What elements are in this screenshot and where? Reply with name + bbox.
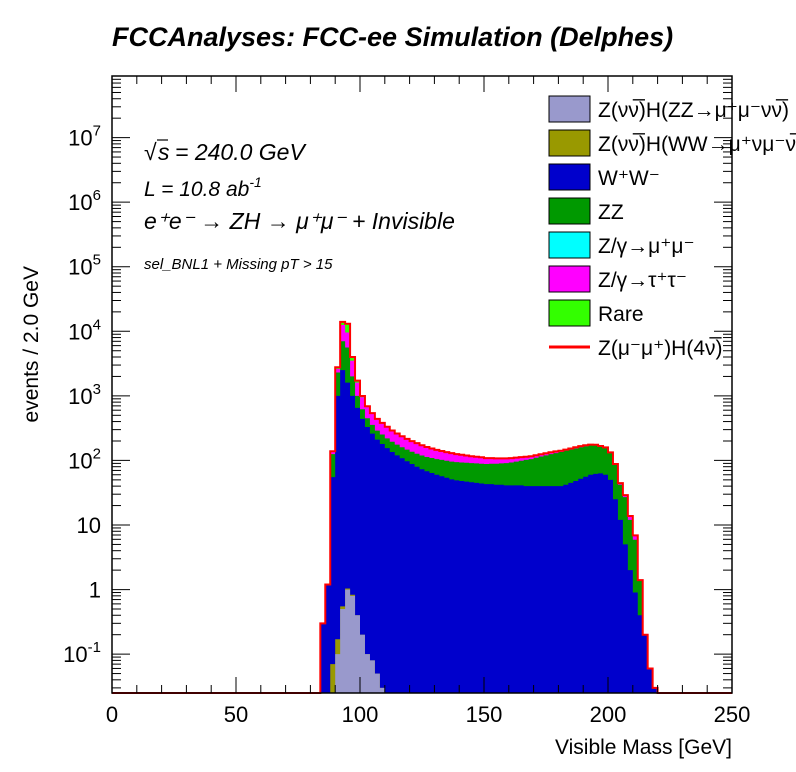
x-tick-label: 100 <box>342 702 379 727</box>
y-tick-label: 106 <box>68 187 101 215</box>
lumi-text: L = 10.8 ab-1 <box>144 174 262 201</box>
legend-label: ZZ <box>598 201 624 224</box>
legend-label: W⁺W⁻ <box>598 167 660 190</box>
legend-label: Z(μ⁻μ⁺)H(4ν̅) <box>598 337 723 360</box>
legend: Z(νν̅)H(ZZ→μ⁺μ⁻νν̅) Z(νν̅)H(WW→μ⁺νμ⁻ν̅) W⁺… <box>548 95 796 360</box>
legend-swatch <box>548 129 591 157</box>
stacked-histograms <box>320 321 688 693</box>
legend-swatch <box>548 265 591 293</box>
lumi-main: L = 10.8 ab <box>144 178 250 201</box>
legend-swatch <box>548 299 591 327</box>
legend-item: Z/γ→μ⁺μ⁻ <box>548 231 695 259</box>
legend-item: Z(νν̅)H(ZZ→μ⁺μ⁻νν̅) <box>548 95 789 123</box>
legend-swatch <box>548 163 591 191</box>
y-tick-label: 102 <box>68 445 101 473</box>
lumi-exponent: -1 <box>249 174 261 190</box>
legend-swatch <box>548 95 591 123</box>
y-tick-label: 103 <box>68 381 101 409</box>
plot-area: 0 50 100 150 200 250 10-111010210310410510610… <box>63 75 750 727</box>
legend-item: ZZ <box>548 197 624 225</box>
process-text: e⁺e⁻ → ZH → μ⁺μ⁻ + Invisible <box>144 208 455 234</box>
legend-label: Rare <box>598 303 644 326</box>
sqrt-s-text: = 240.0 GeV <box>175 139 307 165</box>
x-axis: 0 50 100 150 200 250 <box>106 76 750 727</box>
y-tick-label: 10 <box>77 513 101 538</box>
legend-item: Z/γ→τ⁺τ⁻ <box>548 265 687 293</box>
y-axis-label: events / 2.0 GeV <box>20 266 43 422</box>
y-tick-label: 107 <box>68 123 101 151</box>
sqrt-s-var: s <box>158 139 170 165</box>
x-tick-label: 50 <box>224 702 248 727</box>
legend-swatch <box>548 197 591 225</box>
x-tick-label: 250 <box>714 702 751 727</box>
legend-label: Z/γ→τ⁺τ⁻ <box>598 269 687 292</box>
legend-label: Z(νν̅)H(ZZ→μ⁺μ⁻νν̅) <box>598 99 789 122</box>
histogram-z-h-zz- <box>320 589 688 693</box>
legend-item: Z(μ⁻μ⁺)H(4ν̅) <box>549 337 723 360</box>
legend-swatch <box>548 231 591 259</box>
y-tick-label: 10-1 <box>63 639 101 667</box>
x-tick-label: 150 <box>466 702 503 727</box>
y-tick-label: 104 <box>68 316 101 344</box>
legend-label: Z(νν̅)H(WW→μ⁺νμ⁻ν̅) <box>598 133 796 156</box>
sqrt-s-symbol: √ <box>144 139 157 165</box>
histogram-w-w- <box>320 370 688 693</box>
annotations: √ s = 240.0 GeV L = 10.8 ab-1 e⁺e⁻ → ZH … <box>144 139 455 273</box>
selection-text: sel_BNL1 + Missing pT > 15 <box>144 256 333 273</box>
y-tick-label: 105 <box>68 252 101 280</box>
x-axis-label: Visible Mass [GeV] <box>555 736 732 759</box>
legend-item: W⁺W⁻ <box>548 163 660 191</box>
signal-line <box>112 320 732 694</box>
y-tick-label: 1 <box>89 578 101 603</box>
plot-frame <box>111 75 733 694</box>
legend-item: Rare <box>548 299 644 327</box>
legend-item: Z(νν̅)H(WW→μ⁺νμ⁻ν̅) <box>548 129 796 157</box>
y-axis: 10-1 1 10 102 103 104 105 106 107 <box>63 75 732 689</box>
x-tick-label: 0 <box>106 702 118 727</box>
x-tick-label: 200 <box>590 702 627 727</box>
legend-label: Z/γ→μ⁺μ⁻ <box>598 235 695 258</box>
chart-title: FCCAnalyses: FCC-ee Simulation (Delphes) <box>112 22 673 52</box>
total-envelope-line <box>112 320 732 694</box>
